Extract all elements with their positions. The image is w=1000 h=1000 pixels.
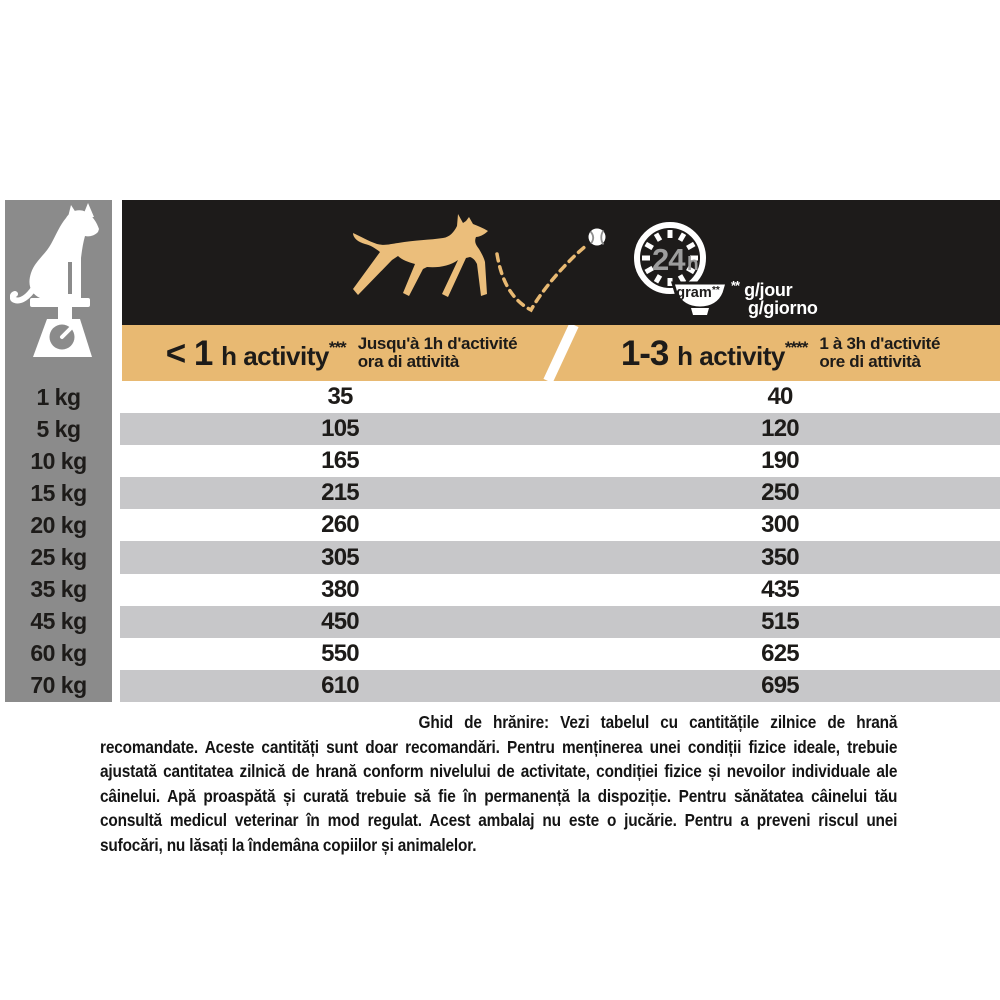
weight-label: 5 kg [36, 415, 81, 442]
amount-cell-lt1h: 215 [321, 479, 359, 507]
units-asterisks: ** [731, 278, 740, 293]
amount-cell-h13: 40 [767, 383, 793, 411]
amount-cell-lt1h: 35 [327, 383, 353, 411]
amount-cell-lt1h: 450 [321, 607, 359, 635]
dog-on-scale-icon [10, 203, 100, 357]
feeding-guide-note: Ghid de hrănire: Vezi tabelul cu cantită… [100, 710, 897, 857]
weight-label: 35 kg [30, 576, 87, 603]
table-row: 305 350 [120, 541, 1000, 574]
column-header-1-3h: 1-3 h activity**** 1 à 3h d'activité ore… [561, 325, 1000, 381]
amount-cell-h13: 300 [761, 511, 799, 539]
weight-label: 15 kg [30, 479, 87, 506]
24h-clock-icon: 24 h gram ** [634, 222, 730, 315]
table-row: 35 40 [120, 381, 1000, 413]
weight-label: 45 kg [30, 608, 87, 635]
column-header-lt1h: < 1 h activity*** Jusqu'à 1h d'activité … [122, 325, 561, 381]
amount-cell-lt1h: 165 [321, 447, 359, 475]
weight-label: 10 kg [30, 447, 87, 474]
weight-label: 60 kg [30, 640, 87, 667]
column-header-band: < 1 h activity*** Jusqu'à 1h d'activité … [122, 325, 1000, 381]
clock-value: 24 [652, 242, 686, 277]
ball-bounce-trajectory [495, 228, 606, 313]
clock-unit: h [687, 254, 699, 275]
bowl-label: gram [676, 285, 711, 301]
amount-cell-h13: 435 [761, 575, 799, 603]
table-row: 165 190 [120, 445, 1000, 477]
table-row: 380 435 [120, 574, 1000, 606]
amount-cell-h13: 625 [761, 639, 799, 667]
units-note: ** g/jour g/giorno [731, 277, 818, 317]
table-row: 610 695 [120, 669, 1000, 702]
ball-icon [588, 228, 606, 246]
header-divider-slash [543, 325, 579, 381]
weight-label: 25 kg [30, 544, 87, 571]
column-title: 1-3 h activity**** [620, 334, 809, 373]
units-line2: g/giorno [748, 297, 818, 318]
column-subtitle: 1 à 3h d'activité ore di attività [819, 334, 941, 371]
amount-cell-lt1h: 105 [321, 415, 359, 443]
table-row: 450 515 [120, 605, 1000, 638]
note-lead: Ghid de hrănire: [418, 712, 550, 732]
amount-cell-h13: 350 [761, 543, 799, 571]
weight-labels: 1 kg 5 kg 10 kg 15 kg 20 kg 25 kg 35 kg 45 kg 60… [5, 381, 112, 702]
note-body: Vezi tabelul cu cantitățile zilnice de h… [100, 712, 898, 855]
bowl-label-asterisks: ** [712, 285, 720, 296]
amount-cell-lt1h: 305 [321, 543, 359, 571]
column-subtitle: Jusqu'à 1h d'activité ora di attività [357, 334, 518, 371]
weight-label: 20 kg [30, 511, 87, 538]
feeding-table: 35 40 105 120 165 190 215 250 260 300 305 350 380 435… [120, 381, 1000, 702]
amount-cell-h13: 515 [761, 607, 799, 635]
amount-cell-lt1h: 550 [321, 639, 359, 667]
column-title: < 1 h activity*** [165, 334, 347, 373]
weight-label: 1 kg [36, 383, 81, 410]
amount-cell-h13: 695 [761, 671, 799, 699]
table-row: 215 250 [120, 477, 1000, 510]
table-row: 105 120 [120, 413, 1000, 446]
units-line1: g/jour [744, 280, 793, 300]
amount-cell-lt1h: 260 [321, 511, 359, 539]
running-dog-icon [353, 214, 488, 297]
food-bowl-icon: gram ** [670, 281, 730, 315]
amount-cell-h13: 120 [761, 415, 799, 443]
amount-cell-h13: 190 [761, 447, 799, 475]
amount-cell-lt1h: 380 [321, 575, 359, 603]
weight-label: 70 kg [30, 672, 87, 699]
table-row: 550 625 [120, 638, 1000, 670]
table-row: 260 300 [120, 509, 1000, 541]
amount-cell-h13: 250 [761, 479, 799, 507]
amount-cell-lt1h: 610 [321, 671, 359, 699]
illustration-band [122, 200, 1000, 325]
